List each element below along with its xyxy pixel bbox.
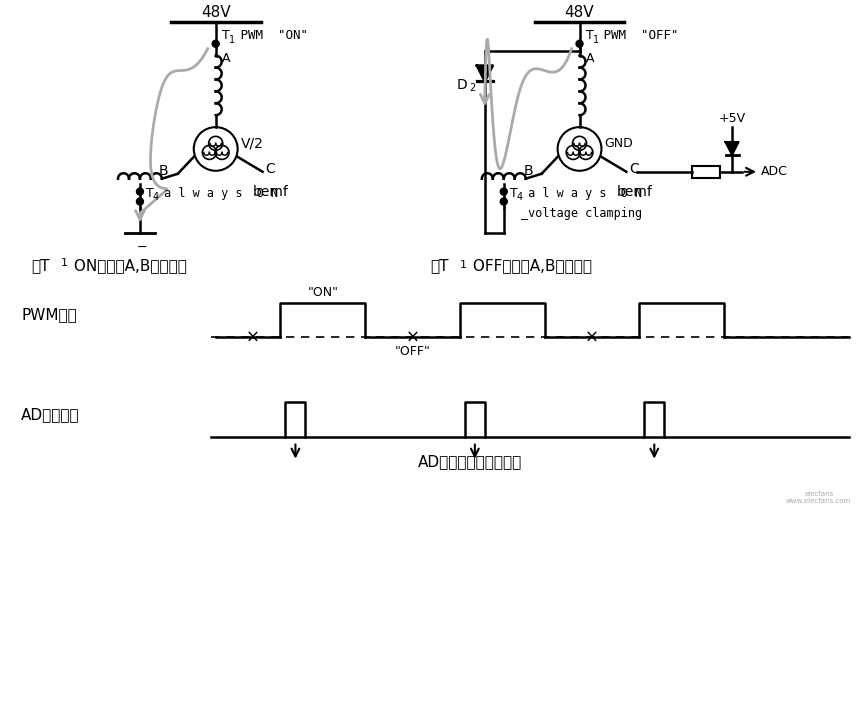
Text: C: C (630, 162, 639, 176)
Text: "OFF": "OFF" (395, 346, 430, 358)
Text: 48V: 48V (565, 5, 594, 20)
Text: ×: × (246, 329, 260, 346)
Circle shape (501, 188, 507, 195)
Text: bemf: bemf (253, 185, 288, 199)
Text: OFF时流过A,B相的电流: OFF时流过A,B相的电流 (468, 258, 591, 273)
Text: ×: × (585, 329, 599, 346)
Text: A: A (585, 52, 594, 64)
Text: GND: GND (604, 137, 633, 151)
Polygon shape (477, 66, 493, 81)
Text: T: T (222, 29, 229, 42)
Text: elecfans
www.elecfans.com: elecfans www.elecfans.com (786, 491, 851, 504)
Circle shape (501, 198, 507, 205)
Text: 1: 1 (61, 258, 68, 268)
Text: 在T: 在T (31, 258, 49, 273)
Circle shape (137, 188, 144, 195)
Text: a l w a y s  O N: a l w a y s O N (520, 187, 642, 200)
Text: T: T (585, 29, 593, 42)
Text: D: D (456, 79, 467, 93)
Text: B: B (524, 164, 533, 178)
Bar (692, 166, 720, 178)
Text: V/2: V/2 (241, 137, 263, 151)
Text: _voltage clamping: _voltage clamping (520, 207, 642, 220)
Polygon shape (726, 142, 739, 155)
Text: 1: 1 (592, 35, 598, 45)
Text: AD转换在上升沿被触发: AD转换在上升沿被触发 (417, 455, 522, 469)
Text: +5V: +5V (719, 112, 746, 125)
Text: 1: 1 (460, 260, 467, 270)
Text: 4: 4 (153, 192, 159, 202)
Text: PWM信号: PWM信号 (22, 308, 77, 323)
Text: 4: 4 (517, 192, 523, 202)
Text: 1: 1 (229, 35, 235, 45)
Circle shape (212, 40, 219, 47)
Text: A: A (222, 52, 230, 64)
Text: ADC: ADC (761, 165, 788, 178)
Text: PWM  "ON": PWM "ON" (233, 29, 307, 42)
Text: PWM  "OFF": PWM "OFF" (597, 29, 679, 42)
Text: AD触发信号: AD触发信号 (22, 407, 80, 422)
Text: T: T (146, 187, 153, 200)
Circle shape (576, 40, 583, 47)
Circle shape (137, 198, 144, 205)
Text: B: B (158, 164, 168, 178)
Text: a l w a y s  O N: a l w a y s O N (157, 187, 278, 200)
Text: bemf: bemf (617, 185, 652, 199)
Text: C: C (266, 162, 275, 176)
Text: 在T: 在T (430, 258, 449, 273)
Text: T: T (510, 187, 518, 200)
Text: ×: × (405, 329, 419, 346)
Text: "ON": "ON" (307, 286, 339, 299)
Text: ON时流过A,B相的电流: ON时流过A,B相的电流 (69, 258, 187, 273)
Text: 48V: 48V (201, 5, 230, 20)
Text: 2: 2 (469, 84, 475, 93)
Text: −: − (137, 241, 147, 254)
